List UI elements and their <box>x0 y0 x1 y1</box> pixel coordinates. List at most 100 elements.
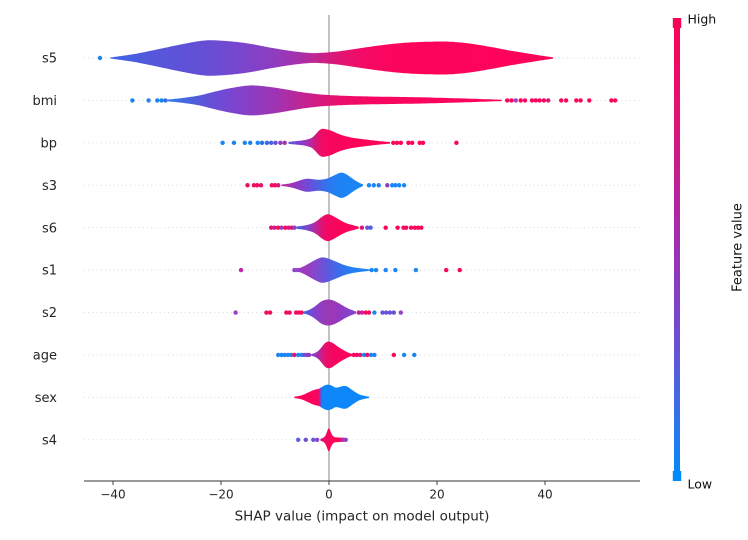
colorbar-bottom-cap <box>672 471 682 481</box>
outlier-dot <box>264 310 269 315</box>
outlier-dot <box>368 225 373 230</box>
outlier-dot <box>391 352 396 358</box>
outlier-dot <box>563 98 569 103</box>
y-tick-label-bp: bp <box>40 136 57 151</box>
outlier-dot <box>613 98 618 103</box>
outlier-dot <box>380 310 385 315</box>
y-tick-label-bmi: bmi <box>32 94 57 109</box>
outlier-dot <box>412 352 417 358</box>
outlier-dot <box>146 98 151 103</box>
outlier-dot <box>394 140 400 146</box>
outlier-dot <box>406 140 411 146</box>
outlier-dot <box>404 225 409 230</box>
outlier-dot <box>276 225 281 230</box>
outlier-dot <box>385 183 390 188</box>
outlier-dot <box>537 98 542 103</box>
colorbar-low-label: Low <box>688 477 713 492</box>
outlier-dot <box>376 183 381 188</box>
outlier-dot <box>351 352 356 358</box>
outlier-dot <box>242 140 247 146</box>
violin-sex <box>294 384 369 411</box>
y-tick-label-sex: sex <box>35 391 58 406</box>
outlier-dot <box>286 225 291 230</box>
outlier-dot <box>269 225 274 230</box>
outlier-dot <box>417 140 422 146</box>
outlier-dot <box>368 352 374 358</box>
outlier-dot <box>401 352 407 358</box>
outlier-dot <box>391 310 396 315</box>
outlier-dot <box>255 183 260 188</box>
outlier-dot <box>454 140 459 146</box>
outlier-dot <box>559 98 564 103</box>
outlier-dot <box>398 140 403 146</box>
outlier-dot <box>529 98 535 103</box>
y-axis: s5 bmi bp s3 s6 s1 s2 age sex s4 <box>32 52 57 449</box>
outlier-dot <box>365 225 370 230</box>
outlier-dot <box>343 437 348 442</box>
outlier-dot <box>365 352 370 358</box>
violin-row-bp <box>220 128 459 157</box>
outlier-dot <box>359 225 365 230</box>
y-tick-label-s1: s1 <box>42 264 57 279</box>
outlier-dot <box>413 267 419 273</box>
colorbar: High Low Feature value <box>672 12 746 492</box>
outlier-dot <box>410 140 415 146</box>
y-tick-label-s2: s2 <box>42 306 57 321</box>
outlier-dot <box>533 98 538 103</box>
outlier-dot <box>299 310 304 315</box>
outlier-dot <box>303 437 308 442</box>
outlier-dot <box>314 437 320 442</box>
outlier-dot <box>522 98 528 103</box>
outlier-dot <box>272 183 278 188</box>
outlier-dot <box>457 267 462 273</box>
outlier-dot <box>369 267 374 273</box>
x-tick-label: 20 <box>429 488 444 502</box>
outlier-dot <box>284 310 289 315</box>
outlier-dot <box>306 352 312 358</box>
outlier-dot <box>292 352 297 358</box>
outlier-dot <box>354 352 360 358</box>
outlier-dot <box>155 98 160 103</box>
outlier-dot <box>282 140 287 146</box>
x-axis-title: SHAP value (impact on model output) <box>235 509 490 525</box>
outlier-dot <box>395 225 400 230</box>
outlier-dot <box>373 267 379 273</box>
outlier-dot <box>415 225 421 230</box>
outlier-dot <box>383 225 388 230</box>
x-axis: −40 −20 0 20 40 SHAP value (impact on model o… <box>84 480 640 525</box>
violin-s4 <box>320 428 348 452</box>
violin-row-s4 <box>296 428 348 452</box>
violin-row-s2 <box>233 299 403 326</box>
outlier-dot <box>159 98 164 103</box>
outlier-dot <box>361 352 367 358</box>
y-tick-label-age: age <box>33 349 57 364</box>
violin-row-bmi <box>130 85 618 116</box>
outlier-dot <box>397 183 402 188</box>
outlier-dot <box>390 183 395 188</box>
outlier-dot <box>255 140 260 146</box>
outlier-dot <box>372 352 377 358</box>
outlier-dot <box>391 140 396 146</box>
x-tick-label: −40 <box>100 488 125 502</box>
outlier-dot <box>401 183 407 188</box>
outlier-dot <box>398 310 403 315</box>
violin-s6 <box>296 214 359 242</box>
colorbar-title: Feature value <box>731 203 746 292</box>
outlier-dot <box>272 225 277 230</box>
outlier-dot <box>311 437 316 442</box>
outlier-dot <box>264 140 270 146</box>
x-tick-label: −20 <box>208 488 233 502</box>
outlier-dot <box>359 310 365 315</box>
outlier-dot <box>283 225 288 230</box>
outlier-dot <box>285 352 291 358</box>
outlier-dot <box>296 352 301 358</box>
outlier-dot <box>269 183 274 188</box>
outlier-dot <box>298 267 304 273</box>
violin-s2 <box>302 299 356 326</box>
outlier-dot <box>509 98 514 103</box>
outlier-dot <box>384 310 389 315</box>
outlier-dot <box>279 352 284 358</box>
violin-s3 <box>281 172 363 198</box>
outlier-dot <box>387 310 393 315</box>
outlier-dot <box>419 225 424 230</box>
